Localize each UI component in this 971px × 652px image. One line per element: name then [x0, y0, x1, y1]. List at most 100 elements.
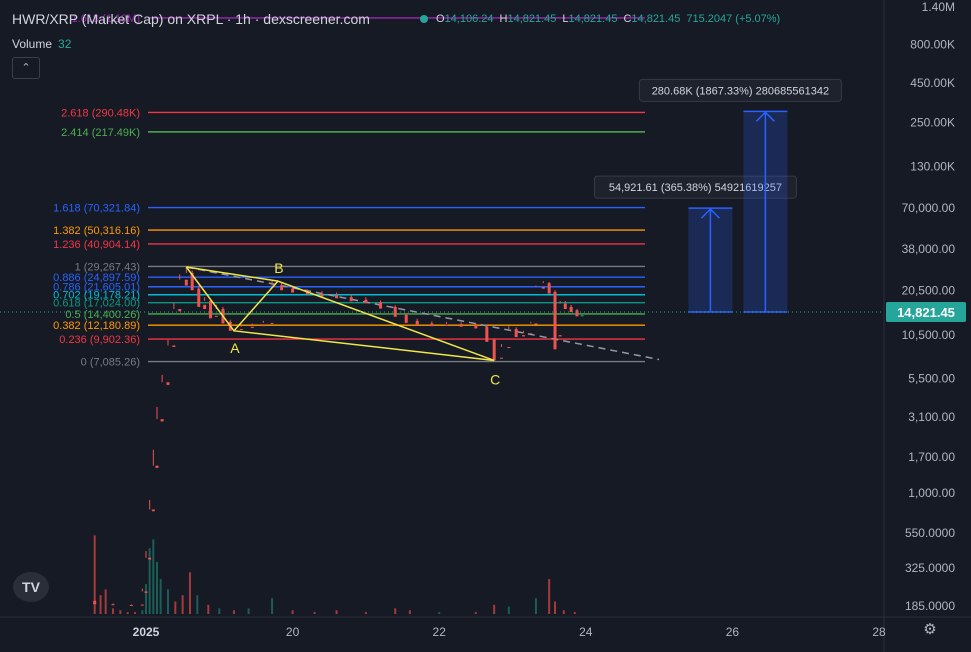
candle-body: [404, 314, 408, 323]
candle-body: [197, 288, 201, 307]
volume-bar: [218, 608, 221, 614]
candle: [541, 281, 545, 289]
candle-body: [151, 509, 155, 512]
candle-body: [214, 315, 218, 317]
candle-body: [500, 357, 504, 359]
candle-body: [553, 291, 557, 350]
ohlc-open-key: O: [436, 13, 445, 25]
candle-body: [129, 604, 133, 606]
fib-level-label: 0.236 (9,902.36): [59, 334, 140, 346]
measure-arrow-head: [700, 208, 720, 219]
fib-level-label: 1.236 (40,904.14): [53, 239, 140, 251]
volume-bar: [507, 606, 510, 614]
candle: [203, 297, 207, 310]
candle-body: [261, 325, 265, 327]
ohlc-close-key: C: [623, 13, 632, 25]
candle: [558, 300, 562, 337]
candle-body: [190, 273, 194, 291]
x-tick-label: 22: [433, 625, 447, 639]
candle-body: [203, 304, 207, 310]
candle-body: [291, 288, 295, 293]
candle: [144, 551, 148, 593]
candle: [197, 285, 201, 307]
y-tick-label: 70,000.00: [902, 201, 956, 215]
candle-body: [140, 604, 144, 606]
volume-value: 32: [58, 37, 72, 51]
fib-level-label: 2.618 (290.48K): [61, 107, 140, 119]
candle-body: [320, 293, 324, 297]
candle-body: [514, 329, 518, 338]
x-tick-label: 20: [286, 625, 300, 639]
candle: [534, 285, 538, 325]
volume-bar: [119, 610, 122, 614]
volume-bar: [313, 612, 316, 614]
candle: [320, 291, 324, 297]
candle: [575, 309, 579, 317]
candle-body: [155, 465, 159, 468]
candle-body: [534, 323, 538, 325]
ohlc-low-value: 14,821.45: [568, 13, 618, 25]
candle-body: [335, 295, 339, 299]
y-tick-label: 325.0000: [905, 561, 955, 575]
candle-body: [547, 283, 551, 294]
volume-bar: [99, 595, 102, 614]
settings-gear-icon[interactable]: ⚙: [923, 621, 937, 638]
trendline: [186, 266, 660, 361]
candle-body: [485, 326, 489, 342]
candle: [190, 270, 194, 291]
fib-level-label: 0.618 (17,024.00): [53, 298, 140, 310]
measure-label: 54,921.61 (365.38%) 54921619257: [609, 182, 782, 194]
y-tick-label: 1.40M: [922, 0, 955, 14]
tradingview-logo-icon[interactable]: TV: [13, 572, 49, 602]
candle-body: [270, 322, 274, 324]
fib-level-label: 0.786 (21,605.01): [53, 282, 140, 294]
candle-body: [349, 297, 353, 302]
candle: [492, 338, 496, 361]
volume-label: Volume: [12, 37, 53, 51]
ohlc-low-key: L: [562, 13, 569, 25]
candle: [415, 318, 419, 326]
candle-body: [558, 335, 562, 337]
volume-bar: [573, 612, 576, 614]
y-tick-label: 550.0000: [905, 526, 955, 540]
volume-legend: Volume 32: [12, 37, 71, 51]
measure-arrow-head: [755, 111, 775, 122]
candle: [178, 274, 182, 312]
pattern-point-label: A: [230, 340, 240, 356]
candle: [547, 281, 551, 294]
candle: [445, 321, 449, 326]
candle-body: [144, 591, 148, 593]
volume-bar: [394, 608, 397, 614]
volume-bar: [364, 612, 367, 614]
volume-bar: [159, 579, 162, 614]
candle-body: [580, 315, 584, 317]
candle-body: [563, 303, 567, 310]
volume-bar: [554, 601, 557, 614]
candle: [521, 330, 525, 337]
candle: [335, 292, 339, 299]
candle: [172, 302, 176, 347]
status-dot-icon: [420, 15, 428, 24]
measure-box: 280.68K (1867.33%) 280685561342: [638, 78, 842, 313]
volume-bar: [155, 562, 158, 614]
x-tick-label: 26: [726, 625, 740, 639]
candle-body: [521, 335, 525, 337]
collapse-chevron-icon[interactable]: ⌃: [12, 57, 40, 79]
volume-bar: [112, 608, 115, 614]
candle-body: [430, 323, 434, 327]
candle: [239, 325, 243, 331]
volume-bar: [548, 579, 551, 614]
pattern-leg: [233, 330, 495, 362]
measure-box: 54,921.61 (365.38%) 54921619257: [593, 175, 797, 313]
fib-level-label: 1 (29,267.43): [75, 261, 140, 273]
candle: [261, 320, 265, 327]
candle: [349, 294, 353, 302]
ohlc-close-value: 14,821.45: [631, 13, 681, 25]
candle-body: [541, 287, 545, 289]
candle-body: [459, 323, 463, 327]
candle-body: [160, 419, 164, 422]
y-tick-label: 185.0000: [905, 599, 955, 613]
candle: [129, 604, 133, 606]
y-tick-label: 3,100.00: [908, 410, 955, 424]
